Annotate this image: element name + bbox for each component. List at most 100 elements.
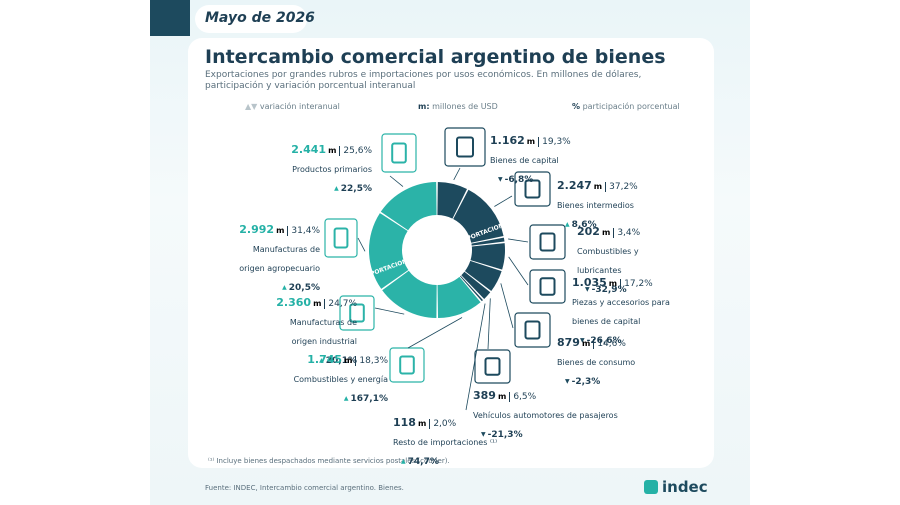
icon-box	[514, 312, 551, 348]
unit: m	[417, 419, 427, 428]
change-line: -26,6%	[572, 328, 670, 347]
value-line: 2.360 m 24,7%	[276, 291, 357, 310]
value: 118	[393, 416, 416, 429]
icon-box	[444, 127, 486, 167]
name-line: Resto de importaciones ⁽¹⁾	[393, 430, 497, 449]
value: 2.360	[276, 296, 312, 309]
subtitle: participación y variación porcentual int…	[205, 81, 416, 91]
date: Mayo de 2026	[205, 10, 315, 26]
legend-key: m:	[418, 102, 430, 111]
value: 2.992	[239, 223, 275, 236]
leader-line	[487, 298, 491, 350]
value-line: 2.441 m 25,6%	[291, 138, 372, 157]
donut-segment	[464, 260, 502, 291]
icon	[539, 232, 556, 252]
donut-segment	[437, 276, 481, 318]
donut-segment	[437, 182, 468, 219]
item-name: Vehículos automotores de pasajeros	[473, 411, 618, 420]
value-line: 1.162 m 19,3%	[490, 129, 571, 148]
icon	[333, 227, 349, 249]
name-line: bienes de capital	[572, 309, 670, 328]
icon	[391, 142, 407, 164]
change: -21,3%	[481, 430, 523, 440]
value: 1.745	[307, 353, 343, 366]
logo-icon	[644, 480, 658, 494]
unit: m	[581, 339, 591, 348]
leader-line	[453, 167, 461, 181]
value-line: 389 m 6,5%	[473, 384, 618, 403]
item-name: lubricantes	[577, 266, 622, 275]
name-line: lubricantes	[577, 258, 640, 277]
item-name: origen agropecuario	[239, 264, 320, 273]
icon	[524, 179, 541, 199]
change-line: -32,9%	[577, 277, 640, 296]
change-line: -2,3%	[557, 369, 635, 388]
icon-box	[389, 347, 425, 383]
legend-share: % participación porcentual	[572, 102, 680, 111]
value: 1.035	[572, 276, 607, 289]
badge-icon	[150, 0, 190, 36]
change-line: 22,5%	[291, 176, 372, 195]
item: 2.992 m 31,4% Manufacturas de origen agropec…	[239, 218, 320, 294]
donut-segment	[470, 243, 505, 270]
legend-unit: m: millones de USD	[418, 102, 498, 111]
value-line: 879 m 14,6%	[557, 331, 635, 350]
share: 14,6%	[593, 339, 626, 349]
value: 389	[473, 389, 496, 402]
leader-line	[500, 283, 514, 329]
unit: m	[608, 279, 618, 288]
change: 20,5%	[282, 283, 320, 293]
change: -26,6%	[580, 336, 622, 346]
leader-line	[389, 175, 404, 187]
name-line: origen agropecuario	[239, 256, 320, 275]
legend-change: ▲▼ variación interanual	[245, 102, 340, 111]
leader-line	[494, 195, 513, 207]
item-name: origen industrial	[291, 337, 357, 346]
change-line: 167,1%	[294, 386, 388, 405]
icon	[456, 136, 474, 158]
item-name: Productos primarios	[292, 165, 372, 174]
donut-segment	[369, 213, 409, 289]
item-name: Combustibles y	[577, 247, 639, 256]
value: 2.247	[557, 179, 592, 192]
share: 17,2%	[620, 279, 653, 289]
value-line: 1.745 m 18,3%	[294, 348, 388, 367]
value: 202	[577, 225, 600, 238]
legend-text: participación porcentual	[582, 102, 680, 111]
unit: m	[526, 137, 536, 146]
change: 8,6%	[565, 220, 597, 230]
title: Intercambio comercial argentino de biene…	[205, 46, 666, 68]
donut-segment	[453, 189, 504, 243]
value: 2.441	[291, 143, 327, 156]
unit: m	[328, 146, 337, 155]
change-line: -21,3%	[473, 422, 618, 441]
change: 20,1%	[319, 356, 357, 366]
name-line: Manufacturas de	[276, 310, 357, 329]
unit: m	[497, 392, 507, 401]
item-name: Bienes de capital	[490, 156, 559, 165]
icon	[349, 303, 365, 323]
name-line: Productos primarios	[291, 157, 372, 176]
unit: m	[313, 299, 322, 308]
leader-line	[357, 237, 366, 252]
value-line: 2.247 m 37,2%	[557, 174, 638, 193]
item-name: Resto de importaciones ⁽¹⁾	[393, 438, 498, 447]
share: 25,6%	[339, 146, 372, 156]
name-line: Manufacturas de	[239, 237, 320, 256]
change: 167,1%	[344, 394, 388, 404]
value-line: 2.992 m 31,4%	[239, 218, 320, 237]
change-line: 20,1%	[276, 348, 357, 367]
name-line: Piezas y accesorios para	[572, 290, 670, 309]
share: 2,0%	[429, 419, 457, 429]
share: 18,3%	[355, 356, 388, 366]
item-name: Bienes de consumo	[557, 358, 636, 367]
item-name: Manufacturas de	[252, 245, 320, 254]
item: 1.035 m 17,2% Piezas y accesorios para biene…	[572, 271, 670, 347]
